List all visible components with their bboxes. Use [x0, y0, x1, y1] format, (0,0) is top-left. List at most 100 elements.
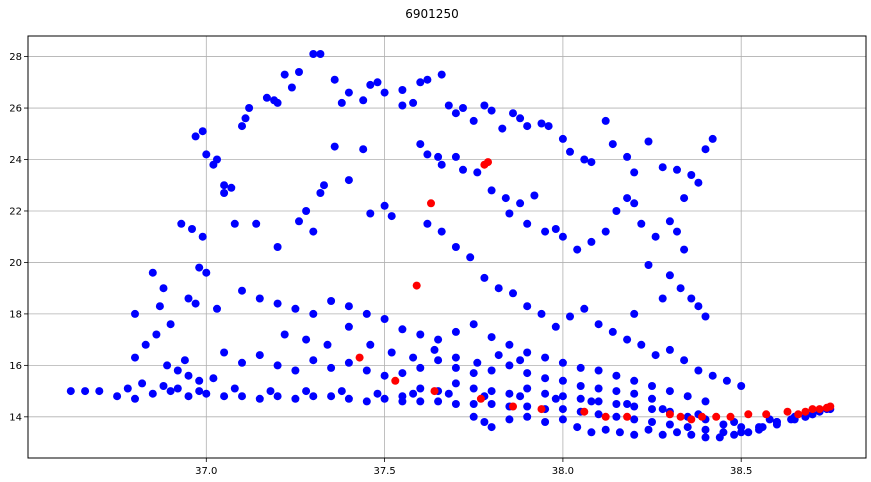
scatter-point — [459, 104, 467, 112]
scatter-point — [694, 302, 703, 311]
scatter-point — [487, 366, 496, 375]
scatter-point — [541, 389, 550, 398]
scatter-point — [701, 312, 710, 321]
scatter-point — [362, 366, 371, 375]
scatter-point — [373, 78, 382, 87]
scatter-point — [241, 114, 250, 123]
scatter-point — [380, 371, 389, 380]
scatter-point — [444, 389, 453, 398]
scatter-point — [587, 397, 596, 406]
scatter-point — [665, 271, 674, 280]
scatter-point — [323, 340, 332, 349]
scatter-point — [309, 356, 318, 365]
scatter-point — [612, 412, 621, 421]
scatter-point — [309, 392, 318, 401]
scatter-point — [362, 309, 371, 318]
scatter-point — [701, 433, 710, 442]
scatter-point — [177, 219, 186, 228]
scatter-point — [487, 106, 496, 115]
scatter-point — [762, 410, 771, 419]
scatter-point — [469, 384, 478, 393]
scatter-point — [195, 376, 204, 385]
scatter-point — [213, 304, 221, 313]
scatter-point — [523, 384, 532, 393]
scatter-point — [337, 98, 346, 107]
scatter-point — [316, 189, 325, 197]
scatter-point — [601, 116, 610, 125]
scatter-point — [573, 423, 582, 432]
scatter-point — [302, 335, 311, 344]
scatter-point — [255, 351, 264, 360]
scatter-point — [658, 405, 667, 414]
scatter-point — [152, 330, 161, 339]
scatter-point — [623, 335, 632, 344]
scatter-point — [744, 428, 753, 437]
scatter-point — [398, 392, 407, 401]
scatter-point — [665, 387, 674, 396]
scatter-point — [673, 227, 681, 236]
scatter-point — [537, 309, 546, 318]
scatter-point — [612, 400, 621, 408]
scatter-point — [544, 122, 553, 131]
scatter-point — [630, 430, 639, 439]
scatter-point — [373, 389, 382, 398]
scatter-point — [451, 152, 460, 161]
scatter-point — [480, 273, 489, 282]
scatter-point — [708, 371, 717, 380]
scatter-point — [658, 430, 667, 439]
scatter-point — [744, 410, 753, 419]
scatter-point — [309, 50, 318, 58]
scatter-point — [487, 186, 496, 195]
scatter-point — [434, 335, 443, 344]
scatter-point — [280, 330, 289, 339]
scatter-point — [673, 165, 681, 174]
scatter-point — [355, 353, 364, 362]
scatter-point — [398, 369, 407, 378]
scatter-point — [366, 340, 375, 349]
scatter-point — [273, 243, 282, 251]
scatter-point — [516, 199, 525, 208]
scatter-point — [509, 289, 517, 298]
scatter-point — [623, 152, 632, 161]
scatter-point — [320, 181, 328, 190]
scatter-point — [437, 227, 446, 236]
scatter-point — [409, 389, 418, 398]
scatter-point — [220, 348, 229, 357]
scatter-point — [416, 330, 425, 339]
scatter-point — [316, 50, 325, 58]
scatter-point — [262, 93, 271, 102]
y-tick-label: 24 — [9, 155, 22, 166]
scatter-point — [523, 302, 532, 311]
scatter-point — [245, 104, 254, 112]
scatter-point — [615, 428, 624, 437]
y-tick-label: 14 — [9, 412, 22, 423]
scatter-point — [195, 263, 204, 272]
scatter-point — [416, 78, 425, 87]
y-tick-label: 28 — [9, 52, 22, 63]
scatter-point — [558, 232, 567, 241]
scatter-point — [630, 168, 639, 177]
scatter-point — [551, 225, 560, 233]
y-tick-label: 18 — [9, 309, 22, 320]
scatter-point — [498, 124, 507, 133]
scatter-point — [480, 418, 489, 426]
scatter-point — [676, 412, 685, 421]
scatter-point — [416, 140, 425, 149]
scatter-point — [683, 423, 692, 432]
scatter-point — [694, 178, 703, 187]
scatter-point — [437, 70, 446, 79]
scatter-point — [273, 299, 282, 308]
scatter-point — [794, 410, 803, 419]
scatter-point — [712, 412, 721, 421]
scatter-point — [701, 145, 710, 154]
scatter-point — [505, 415, 514, 424]
scatter-point — [551, 322, 560, 331]
scatter-point — [783, 407, 792, 416]
scatter-point — [576, 394, 585, 403]
scatter-point — [494, 351, 503, 360]
scatter-point — [658, 294, 667, 303]
scatter-point — [580, 304, 589, 313]
scatter-point — [487, 423, 496, 432]
scatter-point — [344, 322, 353, 331]
